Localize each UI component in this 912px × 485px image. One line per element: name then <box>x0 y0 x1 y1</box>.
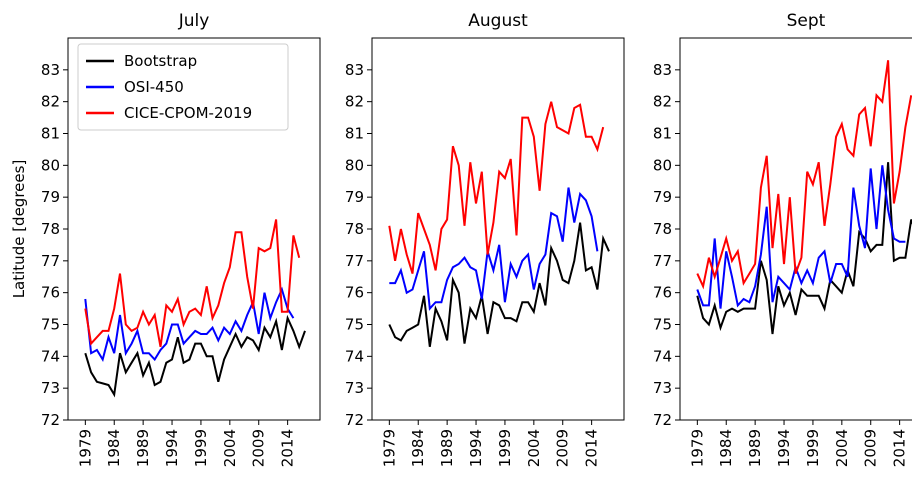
x-tick-label: 1979 <box>380 429 398 467</box>
y-tick-label: 72 <box>345 411 364 429</box>
y-tick-label: 77 <box>653 252 672 270</box>
x-tick-label: 1999 <box>804 429 822 467</box>
y-tick-label: 76 <box>345 284 364 302</box>
y-tick-label: 74 <box>653 347 672 365</box>
series-line <box>696 162 912 335</box>
legend-label: CICE-CPOM-2019 <box>124 104 252 122</box>
x-tick-label: 2009 <box>250 429 268 467</box>
x-tick-label: 1994 <box>775 429 793 467</box>
panel-title: Sept <box>787 11 826 31</box>
y-tick-label: 80 <box>345 156 364 174</box>
series-line <box>696 165 906 309</box>
panel: Sept 72 73 74 75 76 77 78 79 80 81 82 83 1979 1984 1989… <box>653 11 912 467</box>
y-tick-label: 80 <box>653 156 672 174</box>
legend-label: Bootstrap <box>124 52 197 70</box>
series-line <box>84 286 295 363</box>
axes-frame <box>371 37 625 421</box>
y-tick-label: 74 <box>345 347 364 365</box>
x-tick-label: 2009 <box>554 429 572 467</box>
y-tick-label: 73 <box>41 379 60 397</box>
panel-title: July <box>178 11 210 31</box>
y-tick-label: 73 <box>345 379 364 397</box>
y-tick-label: 72 <box>41 411 60 429</box>
y-tick-label: 81 <box>653 125 672 143</box>
series-line <box>388 101 605 274</box>
series-line <box>84 314 306 398</box>
y-tick-label: 77 <box>345 252 364 270</box>
y-tick-label: 79 <box>41 188 60 206</box>
legend-label: OSI-450 <box>124 78 184 96</box>
x-tick-label: 1994 <box>163 429 181 467</box>
x-tick-label: 1989 <box>746 429 764 467</box>
y-tick-label: 83 <box>345 61 364 79</box>
x-tick-label: 2009 <box>862 429 880 467</box>
x-tick-label: 1999 <box>192 429 210 467</box>
x-tick-label: 1979 <box>76 429 94 467</box>
panel-title: August <box>468 11 528 31</box>
y-tick-label: 83 <box>41 61 60 79</box>
y-tick-label: 81 <box>41 125 60 143</box>
axes-frame <box>67 37 321 421</box>
x-tick-label: 1979 <box>688 429 706 467</box>
x-tick-label: 1999 <box>496 429 514 467</box>
y-tick-label: 82 <box>41 93 60 111</box>
y-tick-label: 73 <box>653 379 672 397</box>
series-line <box>696 60 912 290</box>
x-tick-label: 2004 <box>833 429 851 467</box>
series-line <box>84 219 301 347</box>
y-tick-label: 75 <box>41 316 60 334</box>
panel: July Latitude [degrees] 72 73 74 75 76 77 78 79 80… <box>10 11 321 467</box>
y-tick-label: 78 <box>653 220 672 238</box>
x-tick-label: 1984 <box>105 429 123 467</box>
y-tick-label: 82 <box>345 93 364 111</box>
y-tick-label: 79 <box>345 188 364 206</box>
y-tick-label: 82 <box>653 93 672 111</box>
x-tick-label: 2004 <box>525 429 543 467</box>
y-tick-label: 74 <box>41 347 60 365</box>
y-tick-label: 75 <box>653 316 672 334</box>
y-tick-label: 76 <box>653 284 672 302</box>
y-tick-label: 81 <box>345 125 364 143</box>
y-tick-label: 78 <box>41 220 60 238</box>
x-tick-label: 2014 <box>891 429 909 467</box>
x-tick-label: 2014 <box>583 429 601 467</box>
legend: Bootstrap OSI-450 CICE-CPOM-2019 <box>77 43 289 131</box>
y-tick-label: 75 <box>345 316 364 334</box>
panel: August 72 73 74 75 76 77 78 79 80 81 82 83 1979 1984 19… <box>345 11 625 467</box>
y-tick-label: 83 <box>653 61 672 79</box>
x-tick-label: 1994 <box>467 429 485 467</box>
axes-frame <box>679 37 912 421</box>
y-tick-label: 72 <box>653 411 672 429</box>
series-line <box>389 187 599 311</box>
y-tick-label: 76 <box>41 284 60 302</box>
x-tick-label: 1989 <box>438 429 456 467</box>
y-tick-label: 78 <box>345 220 364 238</box>
x-tick-label: 2014 <box>279 429 297 467</box>
x-tick-label: 1984 <box>717 429 735 467</box>
legend-box <box>77 43 289 131</box>
y-tick-label: 77 <box>41 252 60 270</box>
y-tick-label: 79 <box>653 188 672 206</box>
y-axis-label: Latitude [degrees] <box>10 160 28 299</box>
series-line <box>388 222 610 347</box>
y-tick-label: 80 <box>41 156 60 174</box>
x-tick-label: 1984 <box>409 429 427 467</box>
x-tick-label: 2004 <box>221 429 239 467</box>
x-tick-label: 1989 <box>134 429 152 467</box>
